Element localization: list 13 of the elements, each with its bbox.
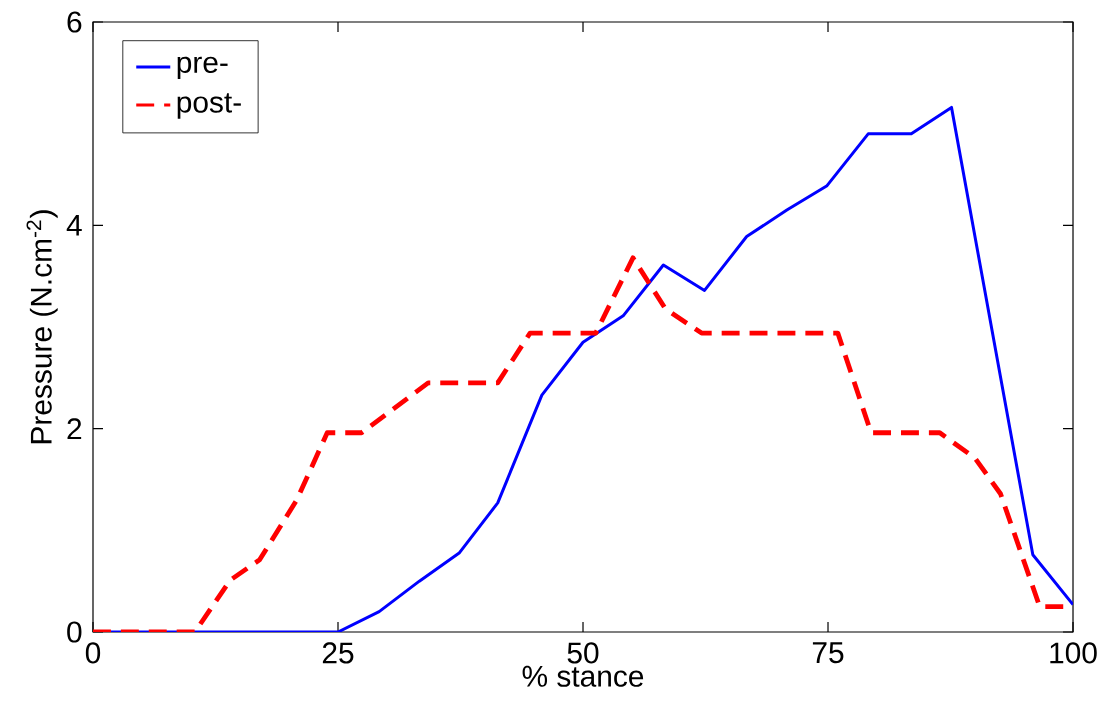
x-tick-label: 25: [322, 642, 354, 664]
y-tick-label: 6: [67, 11, 82, 33]
y-tick-label: 4: [66, 215, 82, 236]
y-tick-label: 2: [67, 418, 82, 440]
y-axis-title: Pressure (N.cm$^{-2}$): [26, 210, 58, 444]
x-tick-label: 75: [812, 642, 844, 664]
legend-label: pre-: [177, 56, 228, 79]
x-tick-label: 50: [567, 642, 599, 664]
x-axis-title: % stance: [522, 665, 644, 687]
x-tick-label: 0: [85, 642, 101, 664]
y-tick-label: 0: [67, 621, 82, 643]
x-tick-label: 100: [1050, 642, 1097, 664]
legend-label: post-: [177, 93, 241, 119]
